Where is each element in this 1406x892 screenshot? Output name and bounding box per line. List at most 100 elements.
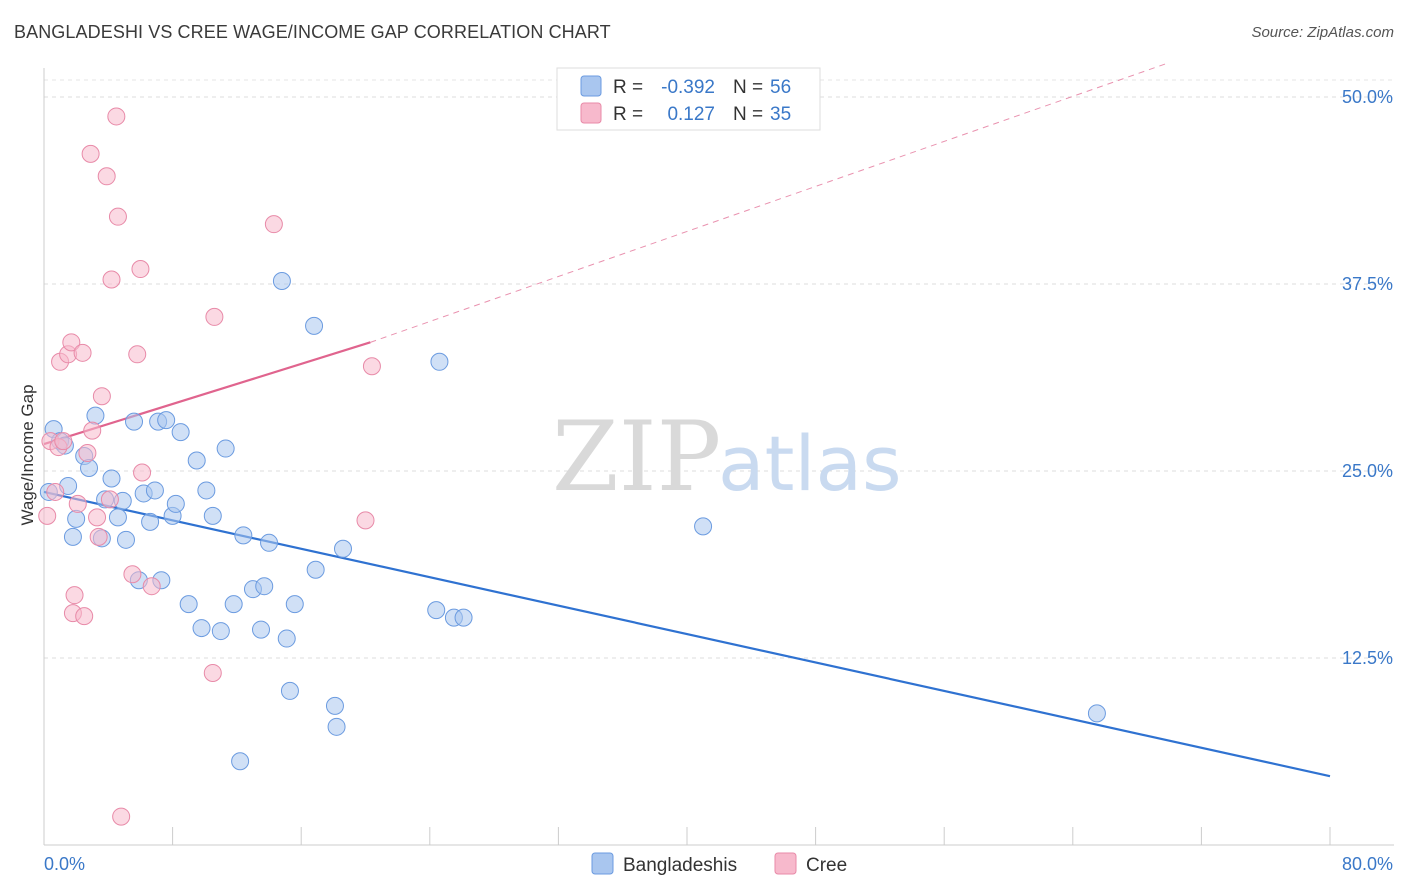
watermark-zip: ZIP [552, 401, 721, 513]
legend-r-label-bangladeshis: R = [613, 77, 643, 98]
point-1-27 [131, 260, 150, 279]
point-0-19 [141, 512, 160, 531]
legend-r-label-cree: R = [613, 104, 643, 125]
x-tick-label-0: 0.0% [44, 854, 85, 874]
point-1-14 [81, 144, 100, 163]
point-1-28 [133, 463, 152, 482]
point-1-19 [97, 167, 116, 186]
legend: R = -0.392 N = 56 R = 0.127 N = 35 [556, 67, 821, 131]
point-0-6 [67, 509, 86, 528]
watermark-atlas: atlas [718, 419, 902, 508]
axes [43, 68, 1394, 846]
point-1-10 [68, 494, 87, 513]
legend-n-value-bangladeshis: 56 [770, 77, 791, 98]
legend-n-label-bangladeshis: N = [733, 77, 763, 98]
y-tick-label-0: 12.5% [1342, 648, 1393, 668]
grid-lines [44, 79, 1394, 659]
point-1-16 [88, 508, 107, 527]
point-0-48 [327, 717, 346, 736]
point-1-30 [203, 663, 222, 682]
bottom-legend-swatch-bangladeshis [591, 852, 614, 875]
legend-swatch-bangladeshis [580, 75, 602, 97]
point-1-21 [102, 270, 121, 289]
y-axis-label: Wage/Income Gap [18, 384, 37, 525]
point-0-35 [231, 752, 250, 771]
point-0-31 [203, 506, 222, 525]
point-1-5 [54, 432, 73, 451]
point-1-7 [62, 333, 81, 352]
point-1-13 [78, 444, 97, 463]
chart-title: BANGLADESHI VS CREE WAGE/INCOME GAP CORR… [14, 22, 611, 42]
point-1-33 [362, 357, 381, 376]
legend-n-value-cree: 35 [770, 104, 791, 125]
point-0-46 [306, 560, 325, 579]
point-0-33 [216, 439, 235, 458]
point-0-43 [280, 681, 299, 700]
point-1-31 [205, 307, 224, 326]
bottom-legend-label-bangladeshis: Bangladeshis [623, 855, 737, 876]
point-0-40 [260, 533, 279, 552]
point-1-0 [38, 506, 57, 525]
point-1-17 [89, 527, 108, 546]
point-1-2 [46, 482, 65, 501]
trend-line-extension-1 [370, 62, 1170, 343]
point-0-53 [454, 608, 473, 627]
point-1-23 [108, 207, 127, 226]
point-0-5 [63, 527, 82, 546]
point-1-25 [123, 565, 142, 584]
legend-swatch-cree [580, 102, 602, 124]
y-tick-labels: 12.5% 25.0% 37.5% 50.0% [1342, 87, 1393, 668]
trend-line-0 [43, 490, 1331, 778]
point-0-34 [224, 595, 243, 614]
bottom-legend-label-cree: Cree [806, 855, 847, 876]
y-tick-label-1: 25.0% [1342, 461, 1393, 481]
point-1-20 [100, 490, 119, 509]
point-0-32 [211, 622, 230, 641]
point-1-26 [128, 345, 147, 364]
point-1-24 [112, 807, 131, 826]
point-0-42 [277, 629, 296, 648]
x-tick-labels: 0.0% 80.0% [44, 854, 1393, 874]
legend-r-value-bangladeshis: -0.392 [661, 77, 715, 98]
point-0-38 [252, 620, 271, 639]
legend-n-label-cree: N = [733, 104, 763, 125]
point-1-12 [75, 607, 94, 626]
point-0-54 [694, 517, 713, 536]
legend-r-value-cree: 0.127 [667, 104, 715, 125]
point-0-15 [116, 530, 135, 549]
point-0-9 [86, 406, 105, 425]
point-0-8 [80, 459, 99, 478]
point-0-29 [192, 619, 211, 638]
point-0-16 [125, 412, 144, 431]
point-0-12 [102, 469, 121, 488]
point-0-47 [325, 696, 344, 715]
point-0-30 [197, 481, 216, 500]
point-0-49 [333, 539, 352, 558]
point-0-13 [108, 508, 127, 527]
point-1-32 [264, 215, 283, 234]
point-1-11 [73, 343, 92, 362]
point-0-41 [272, 272, 291, 291]
point-1-34 [356, 511, 375, 530]
watermark: ZIP atlas [552, 401, 902, 513]
point-0-20 [145, 481, 164, 500]
y-tick-label-3: 50.0% [1342, 87, 1393, 107]
point-1-15 [83, 421, 102, 440]
point-0-39 [255, 577, 274, 596]
chart-source: Source: ZipAtlas.com [1251, 24, 1394, 41]
point-0-45 [305, 316, 324, 335]
y-tick-label-2: 37.5% [1342, 274, 1393, 294]
point-1-9 [65, 586, 84, 605]
point-1-22 [107, 107, 126, 126]
bottom-legend: Bangladeshis Cree [591, 852, 847, 876]
point-0-23 [157, 411, 176, 430]
point-0-36 [234, 526, 253, 545]
point-0-55 [1087, 704, 1106, 723]
point-0-44 [285, 595, 304, 614]
point-0-26 [171, 423, 190, 442]
point-0-27 [179, 595, 198, 614]
x-tick-label-1: 80.0% [1342, 854, 1393, 874]
point-1-18 [92, 387, 111, 406]
data-points [38, 107, 1106, 826]
